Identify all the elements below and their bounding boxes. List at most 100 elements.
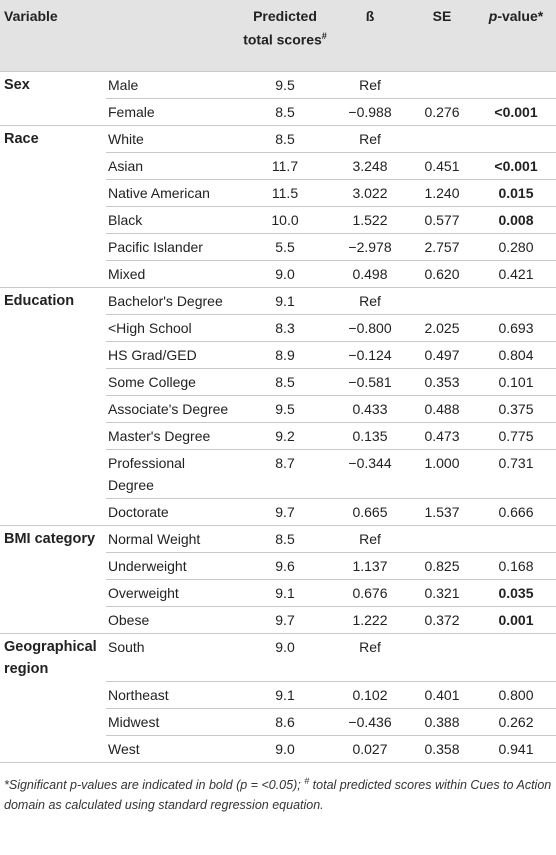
category-cell: Doctorate <box>106 497 238 525</box>
category-cell: Pacific Islander <box>106 232 238 260</box>
table-body: Sex Male 9.5 Ref Female 8.5 −0.988 0.276 <0.001 R… <box>0 70 556 763</box>
category-cell: Midwest <box>106 708 238 736</box>
category-cell: Native American <box>106 178 238 206</box>
table-row: Overweight 9.1 0.676 0.321 0.035 <box>0 578 556 606</box>
predicted-cell: 8.9 <box>238 340 332 368</box>
p-value-cell: 0.775 <box>476 421 556 449</box>
predicted-cell: 11.7 <box>238 151 332 179</box>
p-value-cell <box>476 70 556 98</box>
regression-table: Variable Predicted total scores# ß SE p-… <box>0 0 556 763</box>
table-footnote: *Significant p-values are indicated in b… <box>4 776 552 813</box>
predicted-cell: 9.1 <box>238 286 332 314</box>
p-value-cell: 0.375 <box>476 394 556 422</box>
p-value-cell: 0.421 <box>476 259 556 287</box>
variable-cell <box>0 368 106 395</box>
category-cell: Male <box>106 70 238 98</box>
p-value-cell <box>476 524 556 552</box>
predicted-cell: 9.1 <box>238 578 332 606</box>
se-cell: 0.372 <box>408 605 476 633</box>
category-cell: Northeast <box>106 681 238 709</box>
variable-cell <box>0 395 106 422</box>
table-row: <High School 8.3 −0.800 2.025 0.693 <box>0 313 556 341</box>
predicted-cell: 9.6 <box>238 551 332 579</box>
table-row: Race White 8.5 Ref <box>0 124 556 152</box>
beta-cell: 0.498 <box>332 259 408 287</box>
table-row: Obese 9.7 1.222 0.372 0.001 <box>0 605 556 633</box>
category-cell: Bachelor's Degree <box>106 286 238 314</box>
p-value-cell: 0.101 <box>476 367 556 395</box>
variable-cell <box>0 735 106 763</box>
predicted-cell: 8.6 <box>238 708 332 736</box>
variable-cell: Race <box>0 124 106 152</box>
category-cell: Underweight <box>106 551 238 579</box>
se-cell: 0.488 <box>408 394 476 422</box>
predicted-cell: 11.5 <box>238 178 332 206</box>
variable-cell <box>0 498 106 525</box>
se-cell <box>408 124 476 152</box>
se-cell: 0.473 <box>408 421 476 449</box>
se-cell: 1.240 <box>408 178 476 206</box>
table-row: Master's Degree 9.2 0.135 0.473 0.775 <box>0 421 556 449</box>
predicted-cell: 8.5 <box>238 367 332 395</box>
p-value-cell <box>476 286 556 314</box>
se-cell: 2.025 <box>408 313 476 341</box>
beta-cell: 1.522 <box>332 205 408 233</box>
variable-cell <box>0 206 106 233</box>
beta-cell: Ref <box>332 286 408 314</box>
variable-cell <box>0 233 106 260</box>
table-row: Midwest 8.6 −0.436 0.388 0.262 <box>0 708 556 736</box>
category-cell: South <box>106 632 238 682</box>
p-value-cell: 0.008 <box>476 205 556 233</box>
table-row: Female 8.5 −0.988 0.276 <0.001 <box>0 97 556 125</box>
table-row: Pacific Islander 5.5 −2.978 2.757 0.280 <box>0 232 556 260</box>
beta-cell: Ref <box>332 124 408 152</box>
predicted-cell: 9.7 <box>238 497 332 525</box>
se-cell <box>408 524 476 552</box>
p-value-cell: 0.693 <box>476 313 556 341</box>
p-value-cell: 0.168 <box>476 551 556 579</box>
variable-cell <box>0 179 106 206</box>
predicted-cell: 10.0 <box>238 205 332 233</box>
variable-cell <box>0 449 106 498</box>
beta-cell: Ref <box>332 70 408 98</box>
header-row: Variable Predicted total scores# ß SE p-… <box>0 0 556 71</box>
table-row: Professional Degree 8.7 −0.344 1.000 0.731 <box>0 448 556 498</box>
p-value-cell: 0.262 <box>476 708 556 736</box>
beta-cell: −0.344 <box>332 448 408 498</box>
p-value-cell: 0.666 <box>476 497 556 525</box>
category-cell: Professional Degree <box>106 448 238 498</box>
predicted-cell: 9.0 <box>238 632 332 682</box>
p-value-cell <box>476 632 556 682</box>
beta-cell: −0.800 <box>332 313 408 341</box>
category-cell: West <box>106 735 238 763</box>
variable-cell <box>0 682 106 709</box>
predicted-cell: 9.2 <box>238 421 332 449</box>
variable-cell <box>0 606 106 633</box>
category-cell: Some College <box>106 367 238 395</box>
se-cell: 0.353 <box>408 367 476 395</box>
se-cell: 0.321 <box>408 578 476 606</box>
category-cell: Normal Weight <box>106 524 238 552</box>
predicted-cell: 5.5 <box>238 232 332 260</box>
table-row: Doctorate 9.7 0.665 1.537 0.666 <box>0 497 556 525</box>
p-value-cell: 0.280 <box>476 232 556 260</box>
table-row: Asian 11.7 3.248 0.451 <0.001 <box>0 151 556 179</box>
table-row: Associate's Degree 9.5 0.433 0.488 0.375 <box>0 394 556 422</box>
header-se: SE <box>408 0 476 71</box>
header-beta: ß <box>332 0 408 71</box>
beta-cell: 0.102 <box>332 681 408 709</box>
p-value-cell: 0.001 <box>476 605 556 633</box>
table-row: Sex Male 9.5 Ref <box>0 70 556 98</box>
category-cell: Mixed <box>106 259 238 287</box>
se-cell: 0.388 <box>408 708 476 736</box>
variable-cell <box>0 314 106 341</box>
predicted-cell: 9.0 <box>238 259 332 287</box>
table-row: HS Grad/GED 8.9 −0.124 0.497 0.804 <box>0 340 556 368</box>
p-value-cell: 0.941 <box>476 735 556 763</box>
se-cell <box>408 632 476 682</box>
predicted-cell: 9.1 <box>238 681 332 709</box>
variable-cell: Sex <box>0 70 106 98</box>
se-cell: 0.358 <box>408 735 476 763</box>
category-cell: Asian <box>106 151 238 179</box>
